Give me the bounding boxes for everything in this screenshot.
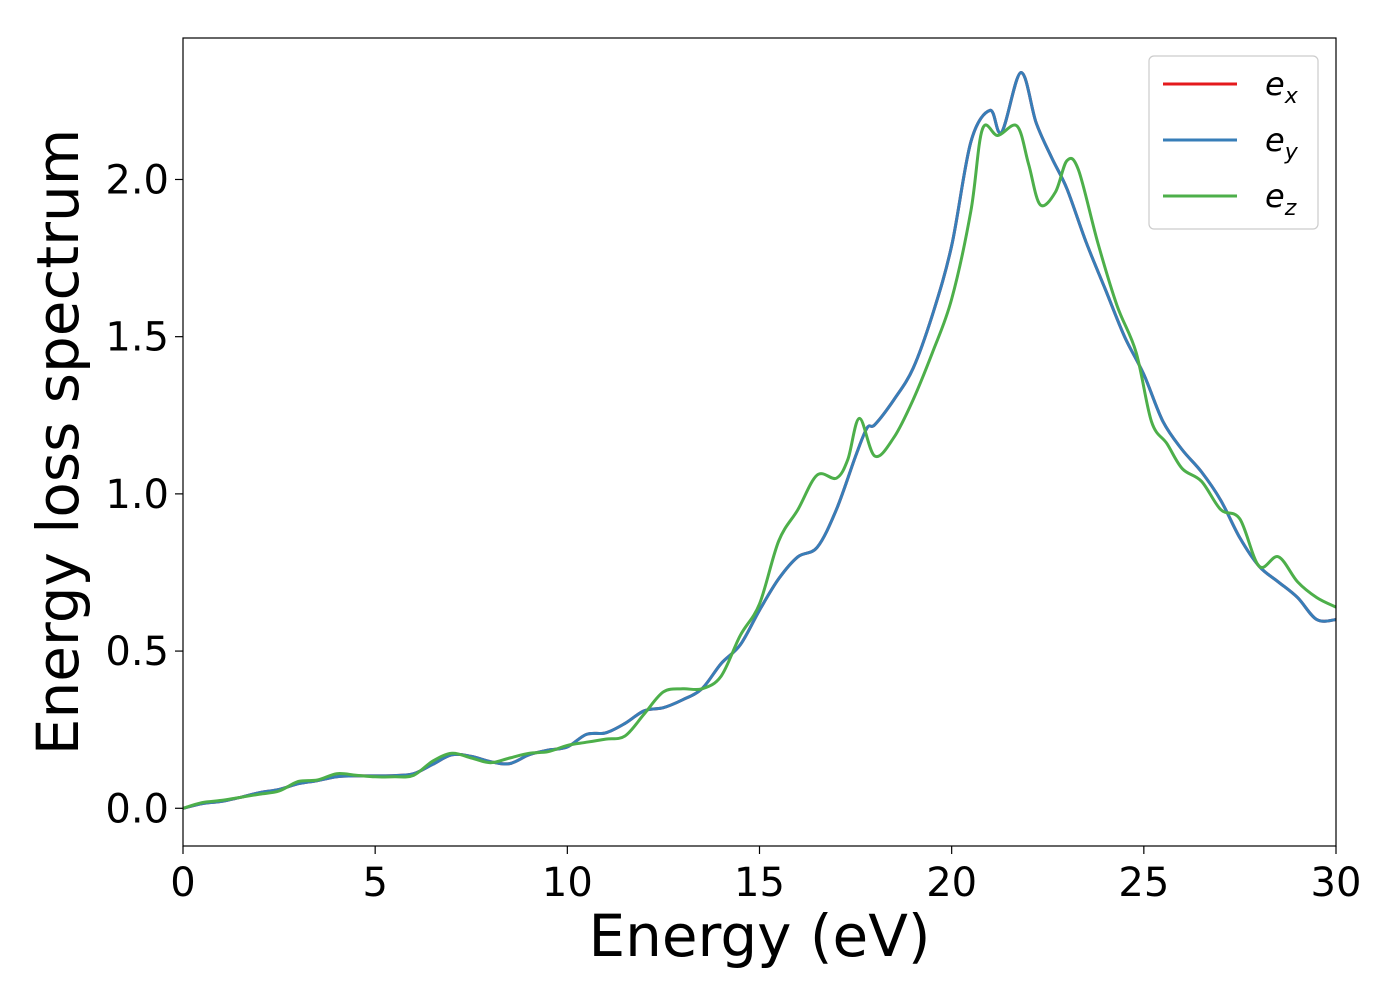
y-tick-label: 1.0 [105,472,169,518]
x-tick-label: 15 [734,860,785,906]
series-line-ez [183,123,1336,810]
y-tick-label: 0.0 [105,786,169,832]
x-tick-label: 5 [362,860,387,906]
legend-box [1148,55,1319,230]
x-tick-label: 10 [542,860,593,906]
y-tick-label: 2.0 [105,157,169,203]
x-axis-ticks: 0 5 10 15 20 25 30 [170,846,1361,906]
legend-label-ey: ey [1265,121,1299,165]
y-axis-label: Energy loss spectrum [24,129,92,755]
series-layer [183,71,1336,810]
x-axis-label: Energy (eV) [588,902,930,970]
legend-label-ex: ex [1265,65,1299,109]
y-tick-label: 1.5 [105,315,169,361]
x-tick-label: 0 [170,860,195,906]
y-tick-label: 0.5 [105,629,169,675]
x-tick-label: 20 [926,860,977,906]
y-axis-ticks: 0.0 0.5 1.0 1.5 2.0 [105,157,183,832]
x-tick-label: 30 [1311,860,1362,906]
x-tick-label: 25 [1118,860,1169,906]
